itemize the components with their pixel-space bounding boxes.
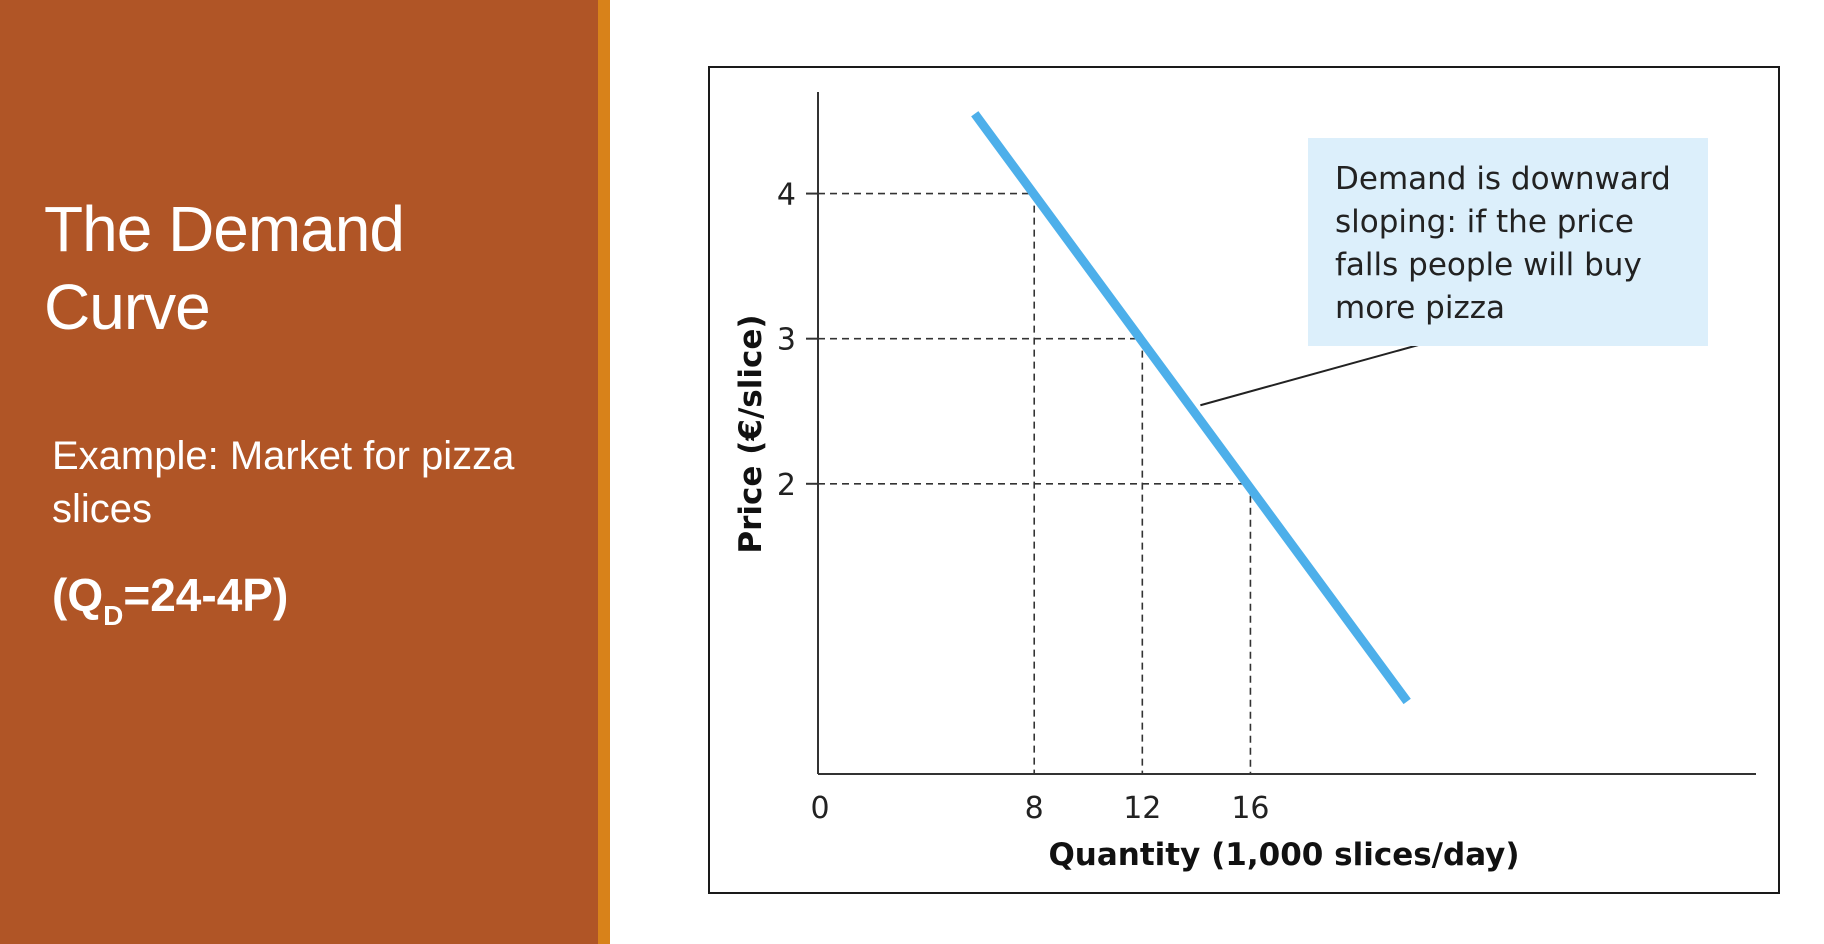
tick-labels: 2 3 4 0 8 12 16 xyxy=(777,178,1270,826)
example-text: Example: Market for pizza slices xyxy=(52,434,515,531)
series-layer xyxy=(971,111,1411,705)
x-tick-label: 16 xyxy=(1231,791,1269,826)
x-axis-title: Quantity (1,000 slices/day) xyxy=(1048,837,1519,873)
axes xyxy=(817,92,1756,775)
x-tick-label: 12 xyxy=(1123,791,1161,826)
y-tick-label: 3 xyxy=(777,323,796,358)
demand-curve-line xyxy=(971,111,1411,705)
x-tick-label: 0 xyxy=(810,791,829,826)
reference-lines xyxy=(818,192,1252,774)
accent-bar xyxy=(598,0,610,944)
x-tick-label: 8 xyxy=(1025,791,1044,826)
equation-subscript: D xyxy=(103,600,124,631)
annotation-box: Demand is downward sloping: if the price… xyxy=(1308,138,1708,346)
demand-chart: 2 3 4 0 8 12 16 Quantity (1,000 slices/day) Pr… xyxy=(733,92,1756,873)
chart-frame: 2 3 4 0 8 12 16 Quantity (1,000 slices/day) Pr… xyxy=(708,66,1780,894)
title-panel: The Demand Curve Example: Market for piz… xyxy=(0,0,598,944)
equation-prefix: (Q xyxy=(52,569,104,621)
y-axis-title: Price (€/slice) xyxy=(733,314,769,553)
y-tick-label: 2 xyxy=(777,468,796,503)
annotation-pointer-line xyxy=(1200,343,1423,407)
y-tick-label: 4 xyxy=(777,178,796,213)
slide-title: The Demand Curve xyxy=(44,193,405,343)
demand-equation: (QD=24-4P) xyxy=(52,568,289,630)
equation-suffix: =24-4P) xyxy=(123,569,289,621)
